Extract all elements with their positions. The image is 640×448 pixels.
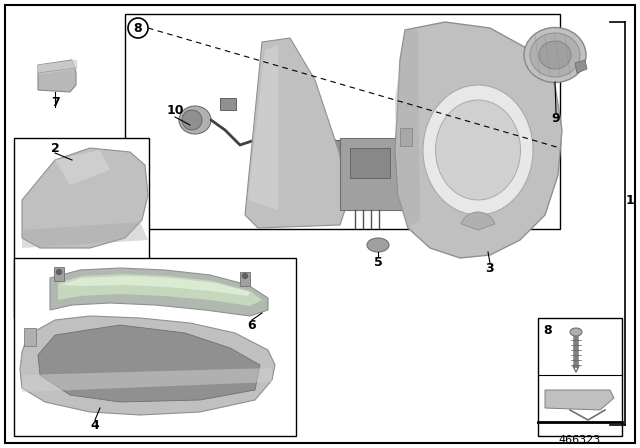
Ellipse shape: [182, 110, 202, 130]
Polygon shape: [20, 316, 275, 415]
Text: 10: 10: [166, 103, 184, 116]
Ellipse shape: [435, 100, 520, 200]
Bar: [24, 328, 36, 346]
Ellipse shape: [423, 85, 533, 215]
Text: 9: 9: [552, 112, 560, 125]
Text: 6: 6: [248, 319, 256, 332]
Text: 2: 2: [51, 142, 60, 155]
Text: 3: 3: [486, 262, 494, 275]
Text: 5: 5: [374, 255, 382, 268]
Bar: [220, 98, 236, 110]
Ellipse shape: [179, 106, 211, 134]
Ellipse shape: [539, 41, 571, 69]
Text: 7: 7: [51, 95, 60, 108]
Text: 1: 1: [626, 194, 634, 207]
Bar: [340, 138, 425, 210]
Bar: [14, 258, 296, 436]
Text: 4: 4: [91, 418, 99, 431]
Polygon shape: [22, 148, 148, 248]
Bar: [400, 128, 412, 146]
Polygon shape: [248, 45, 278, 210]
Bar: [14, 138, 149, 318]
Ellipse shape: [524, 27, 586, 82]
Circle shape: [56, 270, 61, 275]
Ellipse shape: [570, 328, 582, 336]
Bar: [54, 267, 64, 281]
Polygon shape: [50, 268, 268, 316]
Polygon shape: [38, 60, 76, 92]
Bar: [305, 140, 340, 175]
Text: 8: 8: [544, 323, 552, 336]
Circle shape: [128, 18, 148, 38]
Polygon shape: [575, 60, 587, 73]
Polygon shape: [395, 22, 562, 258]
Polygon shape: [22, 222, 148, 248]
Circle shape: [243, 273, 248, 279]
Bar: [240, 272, 250, 286]
Bar: [538, 318, 622, 436]
Text: 8: 8: [134, 22, 142, 34]
Bar: [125, 14, 560, 229]
Polygon shape: [545, 390, 614, 410]
Polygon shape: [22, 368, 272, 392]
Polygon shape: [55, 150, 110, 185]
Wedge shape: [461, 212, 495, 230]
Text: 466323: 466323: [559, 435, 601, 445]
Ellipse shape: [367, 238, 389, 252]
Polygon shape: [58, 274, 262, 306]
Polygon shape: [395, 30, 420, 228]
Polygon shape: [245, 38, 345, 228]
Polygon shape: [38, 325, 260, 402]
Bar: [350, 148, 390, 178]
Polygon shape: [60, 276, 250, 296]
Ellipse shape: [530, 33, 580, 77]
